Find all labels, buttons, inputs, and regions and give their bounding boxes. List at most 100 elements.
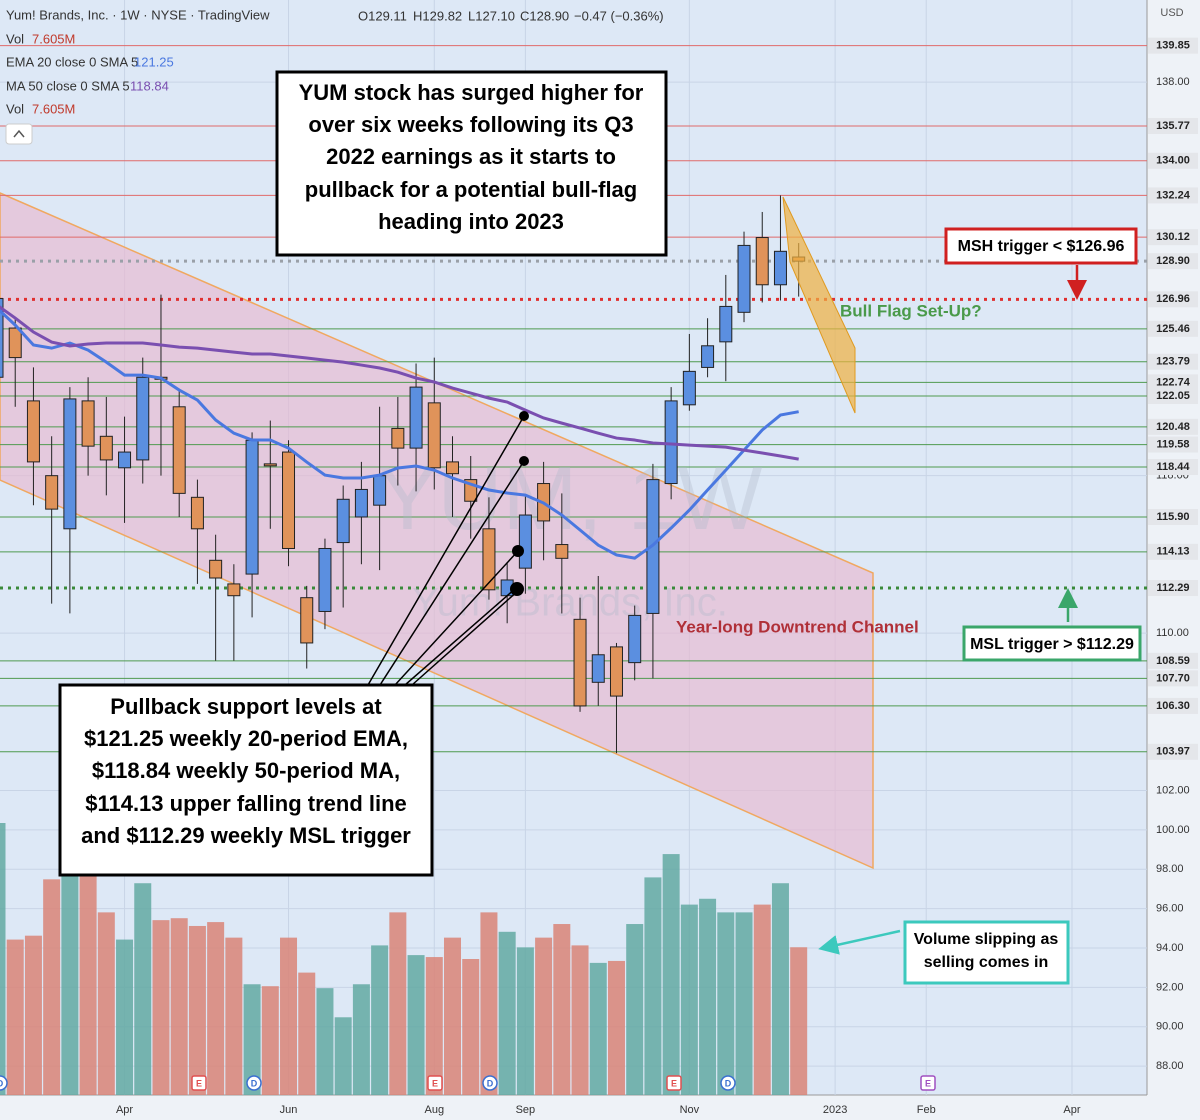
candle-body (719, 305, 733, 343)
volume-bar (790, 947, 808, 1095)
candle-body (336, 498, 350, 544)
bull-flag (782, 196, 856, 414)
volume-bar (516, 947, 534, 1095)
level-label: 107.70 (1156, 672, 1190, 684)
headline-text: heading into 2023 (378, 209, 564, 234)
headline-text: over six weeks following its Q3 (308, 112, 633, 137)
event-icon (920, 1075, 936, 1091)
currency-label: USD (1160, 7, 1183, 19)
volume-bar (644, 877, 662, 1095)
event-marker: E (427, 1075, 443, 1091)
level-label: 132.24 (1156, 189, 1191, 201)
candle-body (26, 400, 40, 463)
volume-bar (352, 984, 370, 1095)
volume-bar (43, 879, 61, 1095)
legend-value: 7.605M (32, 31, 75, 46)
event-icon (482, 1075, 498, 1091)
channel-label: Year-long Downtrend Channel (676, 617, 919, 636)
level-label-box (1148, 697, 1198, 714)
support-text: Pullback support levels at (110, 694, 382, 719)
level-label-box (1148, 117, 1198, 134)
volume-bar (407, 955, 425, 1095)
candle-body (409, 386, 423, 449)
event-marker: E (666, 1075, 682, 1091)
support-box (58, 683, 434, 877)
volume-bar (589, 962, 607, 1095)
event-label: E (196, 1078, 202, 1088)
event-label: D (487, 1078, 494, 1088)
ohlc-change: −0.47 (−0.36%) (574, 8, 664, 23)
candle-body (8, 327, 22, 359)
candle-body (701, 345, 715, 368)
level-label: 130.12 (1156, 231, 1190, 243)
volume-bar (298, 972, 316, 1095)
legend-name: Vol (6, 101, 24, 116)
volume-bar (571, 945, 589, 1095)
pointer-line (379, 460, 525, 686)
level-label: 106.30 (1156, 700, 1190, 712)
candle-body (245, 439, 259, 575)
level-label: 123.79 (1156, 356, 1190, 368)
volume-bar (116, 939, 134, 1095)
candle-body (482, 528, 496, 591)
volume-note-text: selling comes in (924, 954, 1048, 971)
x-tick-label: Jun (280, 1104, 298, 1116)
level-label: 122.05 (1156, 390, 1190, 402)
candle-body (300, 597, 314, 644)
date-axis-panel (0, 1095, 1147, 1120)
volume-bar (462, 959, 480, 1095)
level-label: 126.96 (1156, 293, 1190, 305)
volume-bar (717, 912, 735, 1095)
level-label-box (1148, 436, 1198, 453)
event-label: E (671, 1078, 677, 1088)
candle-body (573, 618, 587, 707)
volume-bar (24, 935, 42, 1095)
volume-bar (0, 823, 6, 1095)
volume-bar (626, 924, 644, 1095)
x-tick-label: Sep (516, 1104, 536, 1116)
level-label-box (1148, 543, 1198, 560)
event-marker: D (0, 1075, 8, 1091)
headline-box (275, 70, 668, 257)
candle-body (682, 370, 696, 406)
level-label-box (1148, 291, 1198, 308)
candle-body (737, 244, 751, 313)
x-tick-label: 2023 (823, 1104, 847, 1116)
volume-note-text: Volume slipping as (914, 931, 1059, 948)
event-icon (0, 1075, 8, 1091)
level-label-box (1148, 353, 1198, 370)
event-icon (666, 1075, 682, 1091)
level-label: 139.85 (1156, 40, 1190, 52)
candle-body (628, 614, 642, 664)
y-tick-label: 110.00 (1156, 627, 1189, 639)
volume-bar (97, 912, 115, 1095)
ohlc-high: H129.82 (413, 8, 462, 23)
level-label: 134.00 (1156, 155, 1190, 167)
volume-bar (753, 904, 771, 1095)
level-label: 115.90 (1156, 511, 1189, 523)
level-label: 122.74 (1156, 376, 1191, 388)
event-label: D (251, 1078, 258, 1088)
pointer-dot (519, 456, 529, 466)
level-label: 103.97 (1156, 746, 1190, 758)
legend-name: EMA 20 close 0 SMA 5 (6, 54, 138, 69)
x-tick-label: Feb (917, 1104, 936, 1116)
headline-text: YUM stock has surged higher for (299, 80, 644, 105)
event-icon (246, 1075, 262, 1091)
candle-body (45, 475, 59, 510)
event-icon (427, 1075, 443, 1091)
volume-bar (607, 960, 625, 1095)
volume-bar (243, 984, 261, 1095)
x-tick-label: Aug (424, 1104, 444, 1116)
pointer-line (394, 550, 519, 686)
msh-text: MSH trigger < $126.96 (958, 238, 1125, 255)
event-marker: D (720, 1075, 736, 1091)
level-label-box (1148, 229, 1198, 246)
collapse-button[interactable] (5, 123, 33, 145)
candle-body (773, 250, 787, 286)
candle-body (354, 488, 368, 518)
volume-bar (225, 937, 243, 1095)
candle-body (664, 400, 678, 485)
